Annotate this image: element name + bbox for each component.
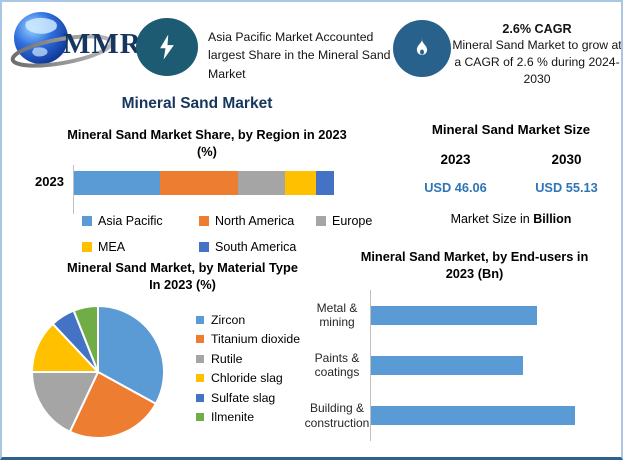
market-size-year: 2030 xyxy=(551,152,582,167)
region-segment-south-america xyxy=(315,171,334,195)
cagr-text: Mineral Sand Market to grow at a CAGR of… xyxy=(452,38,622,86)
region-chart-title: Mineral Sand Market Share, by Region in … xyxy=(67,127,347,160)
endusers-bar-paints-coatings xyxy=(371,355,524,375)
endusers-bar-chart: Metal & mining Paints & coatings Building … xyxy=(304,290,621,441)
region-segment-europe xyxy=(237,171,285,195)
legend-label: North America xyxy=(215,214,295,228)
legend-label: South America xyxy=(215,240,297,254)
legend-item-rutile: Rutile xyxy=(196,349,300,369)
mmr-logo: MMR xyxy=(10,8,160,80)
region-stacked-bar xyxy=(74,171,334,195)
legend-item-titanium-dioxide: Titanium dioxide xyxy=(196,330,300,350)
flame-icon xyxy=(393,20,451,77)
legend-label: MEA xyxy=(98,240,126,254)
endusers-bar-building-construction xyxy=(371,406,576,426)
region-legend: Asia Pacific North America Europe MEA South … xyxy=(82,208,447,260)
legend-marker-icon xyxy=(199,242,209,252)
region-segment-mea xyxy=(284,171,316,195)
callout-left-text: Asia Pacific Market Accounted largest Sh… xyxy=(208,30,391,81)
endusers-category-labels: Metal & mining Paints & coatings Building … xyxy=(304,290,370,441)
market-size-col-2030: 2030 USD 55.13 xyxy=(511,152,621,195)
material-pie-legend: Zircon Titanium dioxide Rutile Chloride sla… xyxy=(196,310,300,427)
logo-text: MMR xyxy=(63,28,142,60)
globe-logo-icon xyxy=(10,12,114,68)
pie-slice-titanium-dioxide xyxy=(68,371,157,439)
legend-label: Titanium dioxide xyxy=(211,332,301,347)
legend-item-zircon: Zircon xyxy=(196,310,300,330)
pie-slice-zircon xyxy=(97,305,166,405)
legend-marker-icon xyxy=(316,216,326,226)
legend-item-ilmenite: Ilmenite xyxy=(196,408,300,428)
legend-label: Rutile xyxy=(211,351,243,366)
region-segment-north-america xyxy=(159,171,238,195)
legend-marker-icon xyxy=(196,393,204,402)
cagr-callout: 2.6% CAGR Mineral Sand Market to grow at… xyxy=(452,22,622,87)
legend-label: Europe xyxy=(332,214,373,228)
legend-marker-icon xyxy=(196,315,204,324)
legend-item-europe: Europe xyxy=(316,208,433,234)
market-size-title: Mineral Sand Market Size xyxy=(431,122,591,137)
endusers-label-paints-coatings: Paints & coatings xyxy=(314,351,360,380)
legend-marker-icon xyxy=(196,413,204,422)
endusers-bar-row xyxy=(371,391,621,441)
legend-marker-icon xyxy=(196,354,204,363)
legend-item-asia-pacific: Asia Pacific xyxy=(82,208,199,234)
region-segment-asia-pacific xyxy=(74,171,160,195)
market-size-year: 2023 xyxy=(440,152,471,167)
market-size-col-2023: 2023 USD 46.06 xyxy=(400,152,511,195)
market-size-value: USD 55.13 xyxy=(535,180,598,195)
pie-slice-ilmenite xyxy=(72,304,99,373)
endusers-label-building-construction: Building & construction xyxy=(304,401,370,430)
endusers-label-metal-mining: Metal & mining xyxy=(316,300,358,330)
endusers-bar-metal-mining xyxy=(371,305,538,325)
region-axis-label: 2023 xyxy=(35,174,64,189)
pie-slice-rutile xyxy=(31,371,99,433)
legend-marker-icon xyxy=(196,374,204,383)
material-chart-title: Mineral Sand Market, by Material Type In… xyxy=(67,260,298,293)
endusers-bars xyxy=(370,290,621,441)
legend-label: Ilmenite xyxy=(211,410,255,425)
market-size-panel: Mineral Sand Market Size 2023 USD 46.06 … xyxy=(400,122,621,226)
material-pie-chart xyxy=(29,303,167,441)
endusers-chart-title: Mineral Sand Market, by End-users in 202… xyxy=(360,249,589,282)
legend-item-north-america: North America xyxy=(199,208,316,234)
page-title: Mineral Sand Market xyxy=(121,95,273,112)
legend-item-mea: MEA xyxy=(82,234,199,260)
legend-marker-icon xyxy=(196,335,204,344)
lightning-icon xyxy=(136,18,198,76)
legend-label: Chloride slag xyxy=(211,371,283,386)
legend-item-chloride-slag: Chloride slag xyxy=(196,369,300,389)
legend-marker-icon xyxy=(82,216,92,226)
cagr-title: 2.6% CAGR xyxy=(502,22,572,36)
legend-label: Sulfate slag xyxy=(211,390,276,405)
legend-item-sulfate-slag: Sulfate slag xyxy=(196,388,300,408)
legend-label: Asia Pacific xyxy=(98,214,163,228)
endusers-bar-row xyxy=(371,290,621,340)
legend-label: Zircon xyxy=(211,312,246,327)
legend-marker-icon xyxy=(199,216,209,226)
region-chart-plot xyxy=(73,165,335,214)
legend-item-south-america: South America xyxy=(199,234,316,260)
legend-marker-icon xyxy=(82,242,92,252)
market-size-value: USD 46.06 xyxy=(424,180,487,195)
market-size-columns: 2023 USD 46.06 2030 USD 55.13 xyxy=(400,152,621,195)
endusers-bar-row xyxy=(371,340,621,390)
market-size-note: Market Size in Billion xyxy=(450,212,572,226)
